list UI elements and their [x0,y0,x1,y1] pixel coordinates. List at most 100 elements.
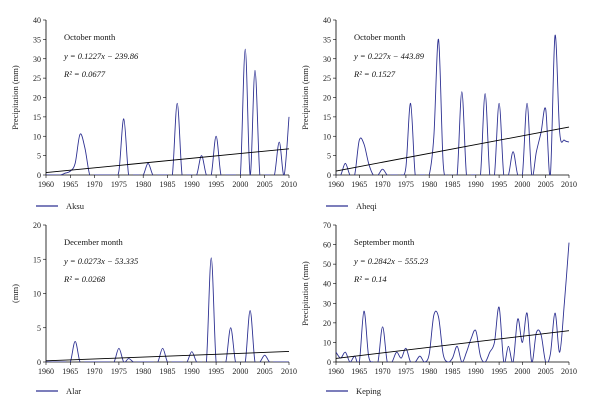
annotation-month: December month [64,237,124,247]
panel-keping: 0 10 20 30 40 50 60 70 1960 1965 1970 1975 1980 1985 1… [300,221,577,396]
x-tick-label: 1995 [208,367,224,376]
x-tick-label: 1965 [62,367,78,376]
x-tick-label: 1980 [135,180,151,189]
x-tick-label: 1995 [208,180,224,189]
x-tick-label: 1990 [468,367,484,376]
x-tick-label: 1970 [87,180,103,189]
y-tick-label: 60 [323,241,331,250]
x-tick-label: 2010 [281,180,297,189]
x-tick-label: 1960 [328,180,344,189]
x-tick-label: 2010 [561,180,577,189]
x-tick-label: 2000 [514,180,530,189]
x-tick-label: 1965 [62,180,78,189]
x-tick-label: 1995 [491,367,507,376]
x-tick-label: 2000 [514,367,530,376]
x-tick-label: 2005 [538,180,554,189]
panel-alar: 0 5 10 15 20 1960 1965 1970 1975 1980 1985 1990 1995… [10,221,297,396]
annotation-equation: y = 0.2842x − 555.23 [353,256,428,266]
trend-line-keping [335,330,570,359]
y-tick-label: 10 [33,132,41,141]
x-tick-label: 1985 [445,180,461,189]
y-tick-label: 25 [33,74,41,83]
y-axis-label: Precipitation (mm) [300,261,310,326]
x-tick-label: 1970 [87,367,103,376]
y-tick-label: 40 [33,16,41,25]
x-tick-label: 1965 [351,367,367,376]
y-tick-label: 35 [323,35,331,44]
x-tick-label: 2005 [538,367,554,376]
x-tick-label: 1975 [111,367,127,376]
x-tick-label: 2010 [281,367,297,376]
y-tick-label: 25 [323,74,331,83]
y-tick-label: 30 [33,55,41,64]
x-tick-label: 1980 [421,367,437,376]
x-tick-label: 1990 [184,180,200,189]
x-tick-label: 1975 [398,180,414,189]
x-tick-label: 1975 [111,180,127,189]
trend-line-aheqi [335,126,570,172]
x-tick-label: 1980 [135,367,151,376]
y-tick-label: 5 [37,324,41,333]
y-tick-label: 20 [33,94,41,103]
x-tick-label: 1985 [160,367,176,376]
x-tick-label: 1970 [375,367,391,376]
legend-label: Aheqi [356,201,377,211]
annotation-month: October month [64,32,116,42]
annotation-r2: R² = 0.1527 [353,69,396,79]
x-tick-label: 1960 [38,367,54,376]
y-tick-label: 20 [323,94,331,103]
annotation-equation: y = 0.0273x − 53.335 [63,256,138,266]
series-line-alar [46,257,289,362]
y-tick-label: 30 [323,55,331,64]
annotation-equation: y = 0.1227x − 239.86 [63,51,139,61]
annotation-month: October month [354,32,406,42]
y-tick-label: 40 [323,16,331,25]
y-tick-label: 50 [323,260,331,269]
y-tick-label: 35 [33,35,41,44]
y-tick-label: 10 [33,290,41,299]
y-tick-label: 40 [323,280,331,289]
x-tick-label: 2005 [257,180,273,189]
annotation-equation: y = 0.227x − 443.89 [353,51,425,61]
legend-label: Alar [66,386,81,396]
annotation-r2: R² = 0.14 [353,274,387,284]
y-tick-label: 0 [327,171,331,180]
y-tick-label: 0 [327,358,331,367]
x-tick-label: 2005 [257,367,273,376]
x-tick-label: 1985 [445,367,461,376]
annotation-month: September month [354,237,415,247]
x-tick-label: 1990 [468,180,484,189]
annotation-r2: R² = 0.0268 [63,274,106,284]
series-line-keping [336,242,570,362]
y-tick-label: 15 [323,113,331,122]
annotation-r2: R² = 0.0677 [63,69,106,79]
y-tick-label: 10 [323,338,331,347]
series-line-aksu [46,48,290,175]
y-axis-label: (mm) [10,284,20,303]
y-tick-label: 15 [33,113,41,122]
y-axis-label: Precipitation (mm) [300,65,310,130]
x-tick-label: 1990 [184,367,200,376]
panel-aheqi: 0 5 10 15 20 25 30 35 40 1960 1965 1970 1975 1980 1985… [300,16,577,211]
x-tick-label: 1960 [38,180,54,189]
x-tick-label: 2000 [232,180,248,189]
legend-label: Keping [356,386,382,396]
y-axis-label: Precipitation (mm) [10,65,20,130]
x-tick-label: 1960 [328,367,344,376]
x-tick-label: 1970 [375,180,391,189]
y-tick-label: 5 [327,152,331,161]
legend-label: Aksu [66,201,85,211]
x-tick-label: 2000 [232,367,248,376]
x-tick-label: 1995 [491,180,507,189]
x-tick-label: 1965 [351,180,367,189]
y-tick-label: 0 [37,171,41,180]
y-tick-label: 20 [323,319,331,328]
x-tick-label: 1975 [398,367,414,376]
y-tick-label: 70 [323,221,331,230]
y-tick-label: 5 [37,152,41,161]
y-tick-label: 10 [323,132,331,141]
x-tick-label: 1980 [421,180,437,189]
y-tick-label: 30 [323,299,331,308]
x-tick-label: 2010 [561,367,577,376]
